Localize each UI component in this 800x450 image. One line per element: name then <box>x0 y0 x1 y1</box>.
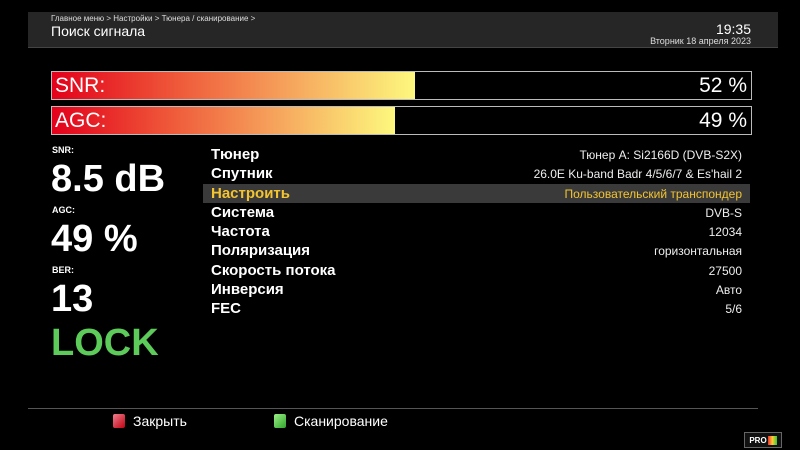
param-key: Тюнер <box>211 146 260 163</box>
param-row-satellite[interactable]: Спутник 26.0E Ku-band Badr 4/5/6/7 & Es'h… <box>203 164 750 183</box>
page-title: Поиск сигнала <box>51 23 146 39</box>
snr-bar: SNR: 52 % <box>51 71 752 100</box>
param-row-symbol-rate[interactable]: Скорость потока 27500 <box>203 261 750 280</box>
param-key: Частота <box>211 223 270 241</box>
snr-bar-fill <box>52 72 416 99</box>
agc-bar-label: AGC: <box>55 109 107 132</box>
agc-bar: AGC: 49 % <box>51 106 752 135</box>
footer-divider <box>28 408 758 409</box>
agc-bar-value: 49 % <box>699 109 747 132</box>
param-row-polarization[interactable]: Поляризация горизонтальная <box>203 241 750 260</box>
snr-value: 8.5 dB <box>51 158 166 200</box>
param-key: Поляризация <box>211 242 311 260</box>
ber-label: BER: <box>52 265 74 275</box>
param-row-frequency[interactable]: Частота 12034 <box>203 222 750 241</box>
param-value: 26.0E Ku-band Badr 4/5/6/7 & Es'hail 2 <box>533 167 742 182</box>
param-key: Скорость потока <box>211 261 336 279</box>
agc-value: 49 % <box>51 218 138 260</box>
param-value: 12034 <box>708 225 742 240</box>
clock-date: Вторник 18 апреля 2023 <box>650 36 751 46</box>
scan-button-label: Сканирование <box>294 413 388 429</box>
snr-bar-value: 52 % <box>699 74 747 97</box>
lock-status: LOCK <box>51 322 159 364</box>
param-key: Настроить <box>211 184 290 202</box>
param-key: Инверсия <box>211 281 284 299</box>
param-row-fec[interactable]: FEC 5/6 <box>203 299 750 318</box>
param-value: Авто <box>715 283 742 298</box>
param-value: 5/6 <box>725 302 742 317</box>
param-value: Пользовательский транспондер <box>564 186 742 201</box>
param-row-setup[interactable]: Настроить Пользовательский транспондер <box>203 183 750 203</box>
param-value: горизонтальная <box>654 244 742 259</box>
param-value: 27500 <box>708 263 742 278</box>
clock-time: 19:35 <box>715 21 751 37</box>
breadcrumb: Главное меню > Настройки > Тюнера / скан… <box>51 14 256 23</box>
params-table: Тюнер Тюнер A: Si2166D (DVB-S2X) Спутник 2… <box>203 145 750 319</box>
param-key: FEC <box>211 300 241 318</box>
close-button-label: Закрыть <box>133 413 187 429</box>
header-bar: Главное меню > Настройки > Тюнера / скан… <box>28 12 778 48</box>
param-row-inversion[interactable]: Инверсия Авто <box>203 280 750 299</box>
agc-label: AGC: <box>52 205 75 215</box>
scan-button[interactable]: Сканирование <box>274 413 388 429</box>
param-row-tuner[interactable]: Тюнер Тюнер A: Si2166D (DVB-S2X) <box>203 145 750 164</box>
protv-logo: PRO <box>744 432 782 448</box>
param-value: Тюнер A: Si2166D (DVB-S2X) <box>579 148 743 162</box>
close-button[interactable]: Закрыть <box>113 413 187 429</box>
green-key-icon <box>274 414 286 428</box>
snr-bar-label: SNR: <box>55 74 106 97</box>
param-value: DVB-S <box>705 205 742 220</box>
param-row-system[interactable]: Система DVB-S <box>203 203 750 222</box>
param-key: Спутник <box>211 165 273 183</box>
snr-label: SNR: <box>52 145 74 155</box>
param-key: Система <box>211 203 275 221</box>
red-key-icon <box>113 414 125 428</box>
ber-value: 13 <box>51 278 94 320</box>
agc-bar-fill <box>52 107 395 134</box>
